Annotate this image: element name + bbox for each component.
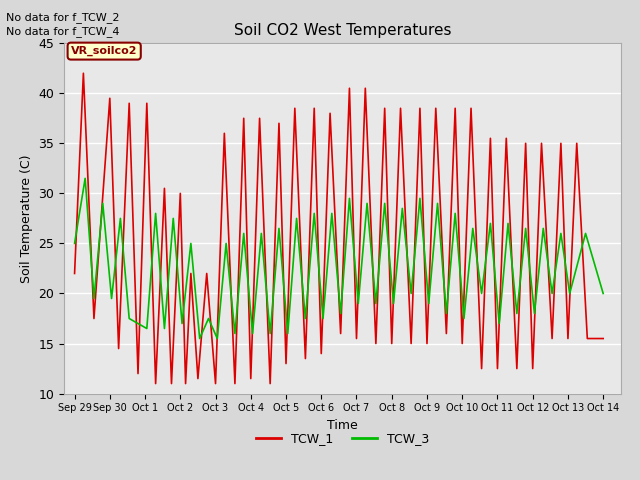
TCW_3 bbox=[99, 201, 107, 206]
TCW_3 bbox=[161, 325, 168, 331]
TCW_1 bbox=[240, 115, 248, 121]
TCW_1 bbox=[266, 381, 274, 386]
TCW_1 bbox=[152, 381, 159, 386]
TCW_1 bbox=[71, 271, 79, 276]
TCW_3 bbox=[81, 176, 89, 181]
TCW_3 bbox=[196, 336, 204, 341]
Text: No data for f_TCW_4: No data for f_TCW_4 bbox=[6, 26, 120, 37]
TCW_3 bbox=[599, 290, 607, 296]
TCW_3 bbox=[222, 240, 230, 246]
Line: TCW_1: TCW_1 bbox=[75, 73, 603, 384]
TCW_3 bbox=[460, 316, 468, 322]
Line: TCW_3: TCW_3 bbox=[75, 179, 603, 338]
Text: VR_soilco2: VR_soilco2 bbox=[71, 46, 138, 56]
TCW_1 bbox=[599, 336, 607, 341]
Text: No data for f_TCW_2: No data for f_TCW_2 bbox=[6, 12, 120, 23]
TCW_3 bbox=[134, 321, 142, 326]
X-axis label: Time: Time bbox=[327, 419, 358, 432]
Legend: TCW_1, TCW_3: TCW_1, TCW_3 bbox=[251, 427, 434, 450]
Y-axis label: Soil Temperature (C): Soil Temperature (C) bbox=[20, 154, 33, 283]
TCW_3 bbox=[355, 300, 362, 306]
Title: Soil CO2 West Temperatures: Soil CO2 West Temperatures bbox=[234, 23, 451, 38]
TCW_1 bbox=[416, 106, 424, 111]
TCW_1 bbox=[182, 381, 189, 386]
TCW_1 bbox=[79, 71, 87, 76]
TCW_3 bbox=[71, 240, 79, 246]
TCW_1 bbox=[221, 131, 228, 136]
TCW_1 bbox=[256, 115, 264, 121]
